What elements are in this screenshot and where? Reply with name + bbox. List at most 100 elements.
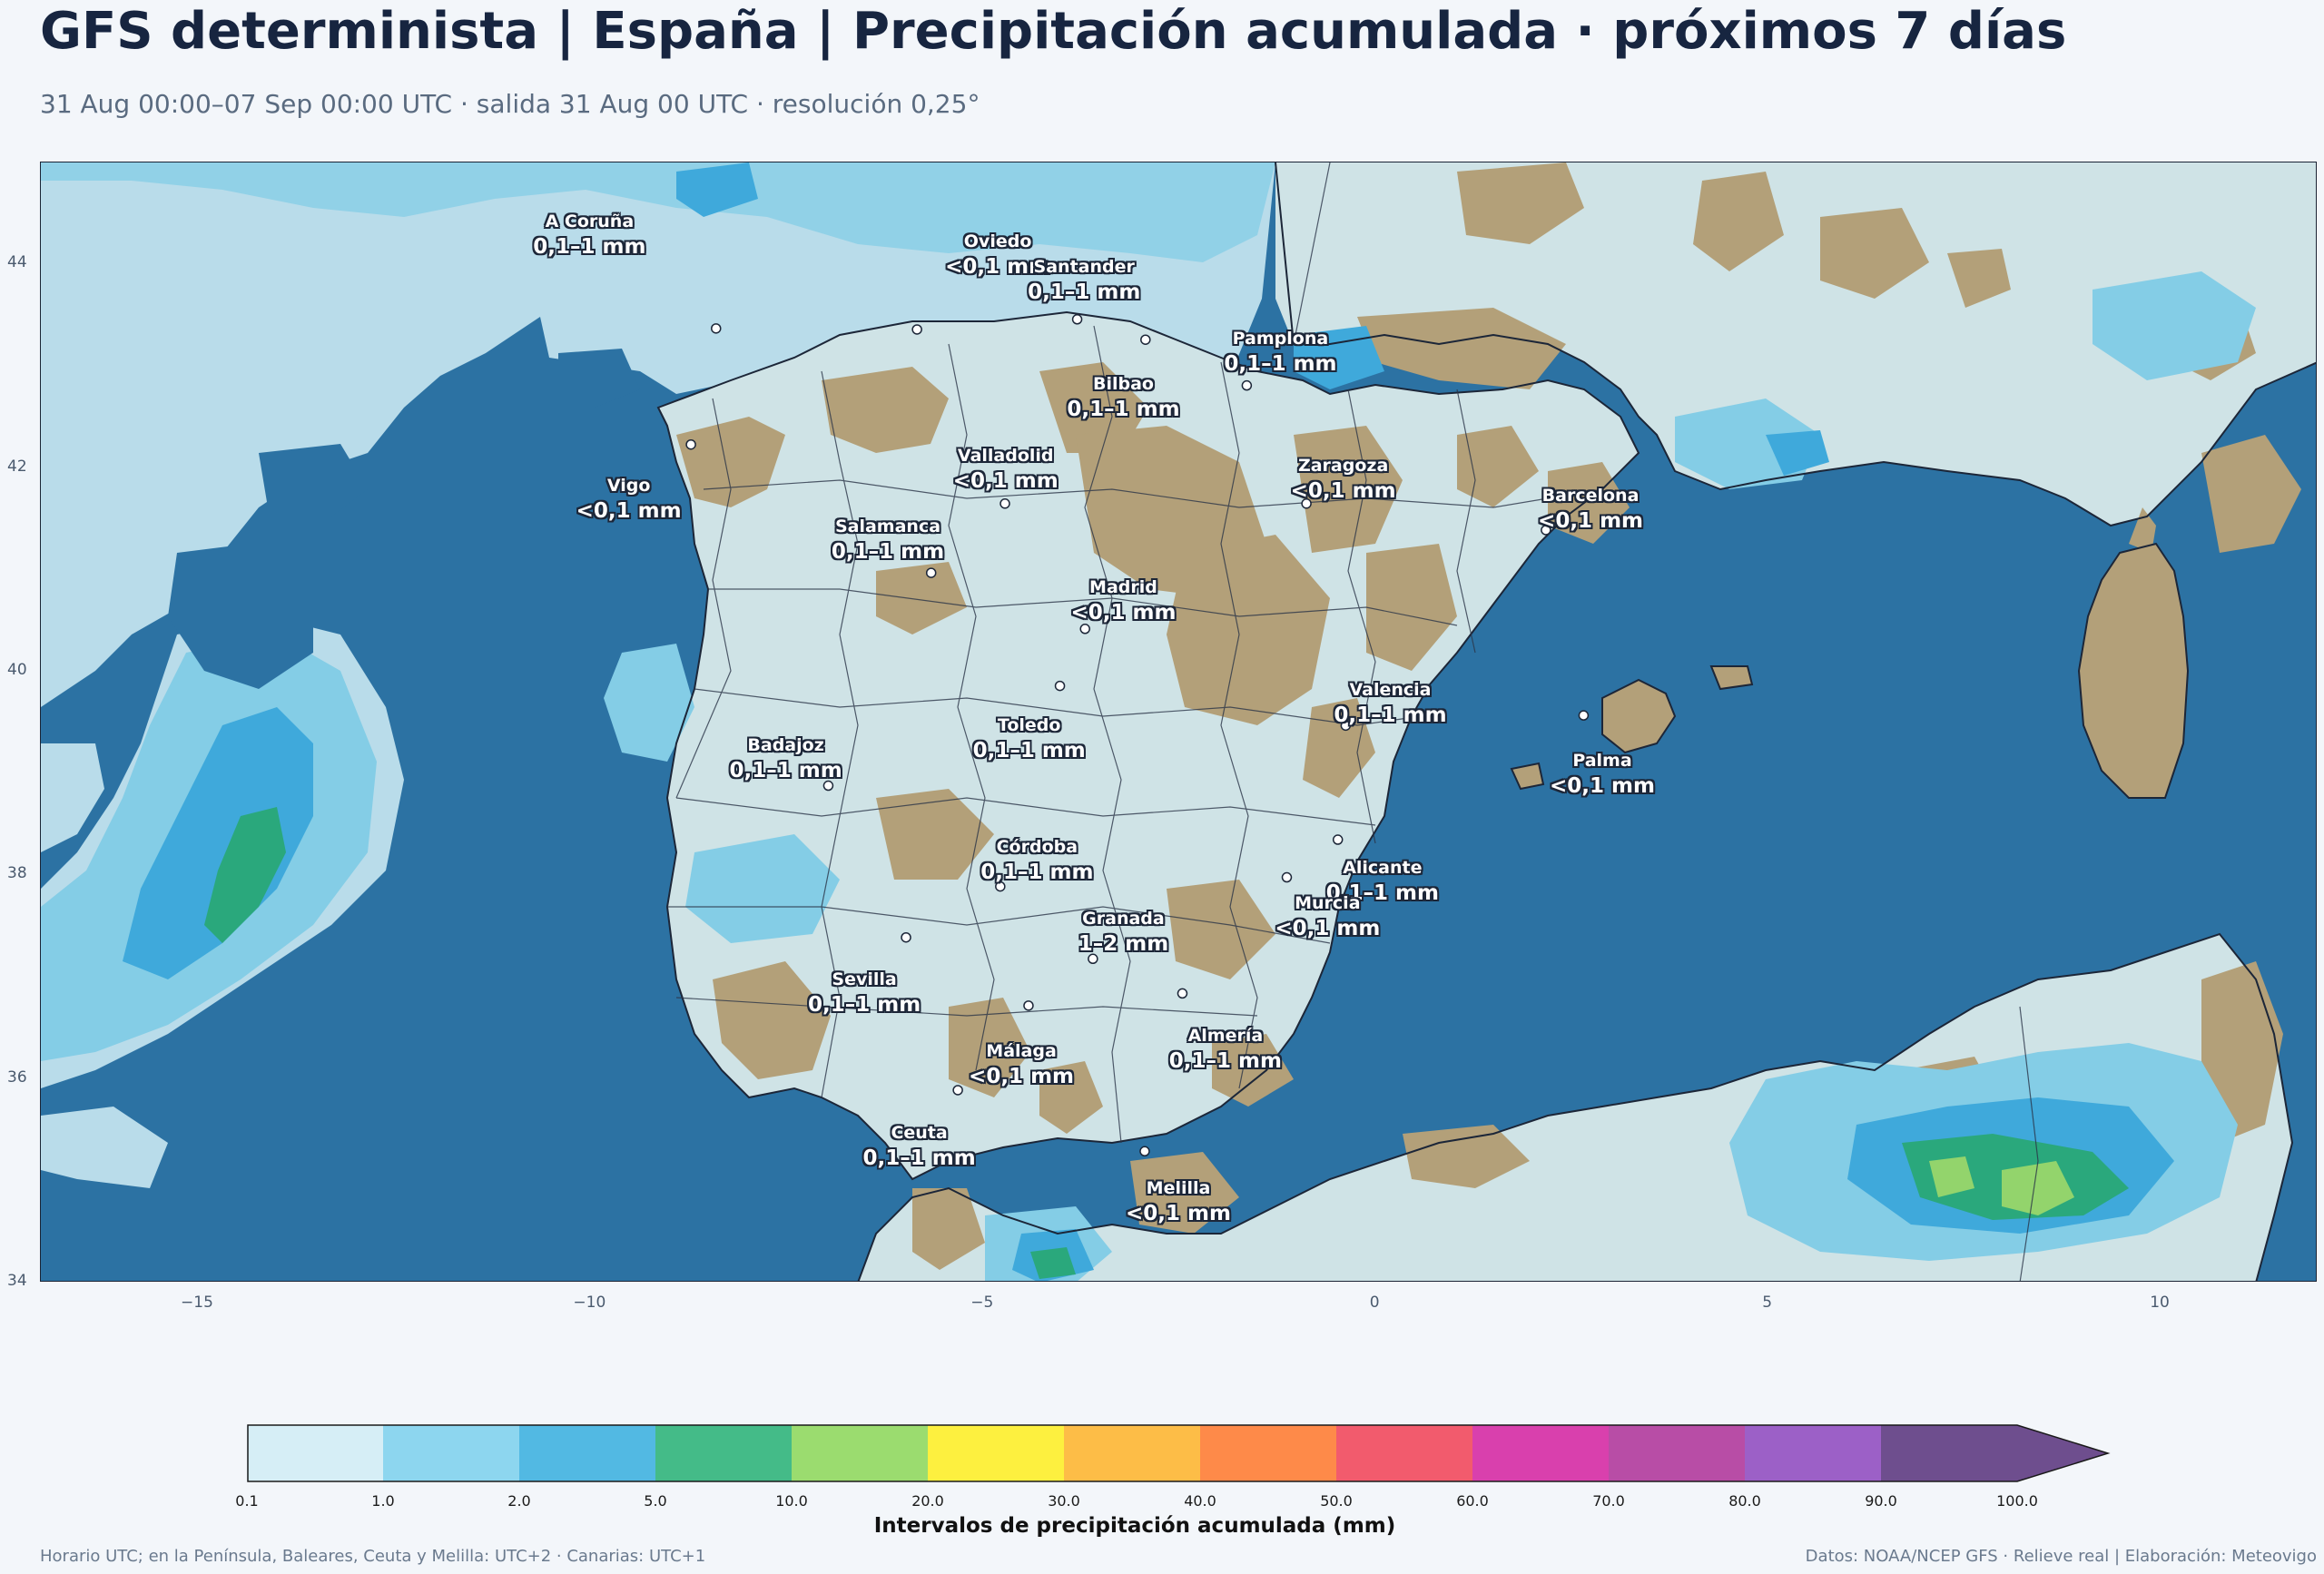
city-precip-value: 0,1–1 mm <box>831 540 945 565</box>
city-name-label: Toledo <box>997 714 1061 735</box>
city-marker[interactable] <box>995 880 1006 892</box>
legend-swatch <box>928 1425 1064 1481</box>
legend-swatch <box>792 1425 928 1481</box>
city-precip-value: 0,1–1 mm <box>1334 703 1447 727</box>
legend-tick-label: 20.0 <box>911 1492 944 1510</box>
city-marker[interactable] <box>911 324 922 335</box>
y-tick-label: 34 <box>7 1272 27 1290</box>
legend-label: Intervalos de precipitación acumulada (m… <box>873 1514 1396 1538</box>
city-precip-value: 0,1–1 mm <box>1067 398 1180 422</box>
iberia-land <box>658 312 1639 1179</box>
legend-swatch <box>1472 1425 1609 1481</box>
city-precip-value: 0,1–1 mm <box>1325 880 1439 905</box>
city-precip-value: <0,1 mm <box>945 254 1051 279</box>
city-marker[interactable] <box>901 931 911 943</box>
legend-swatch <box>1745 1425 1881 1481</box>
city-precip-value: <0,1 mm <box>969 1064 1075 1088</box>
footer-credits: Datos: NOAA/NCEP GFS · Relieve real | El… <box>1805 1547 2317 1566</box>
city-name-label: Córdoba <box>996 837 1078 858</box>
city-precip-value: 1–2 mm <box>1078 931 1169 956</box>
x-tick-label: 5 <box>1762 1294 1773 1312</box>
legend-tick-label: 70.0 <box>1592 1492 1625 1510</box>
city-name-label: Badajoz <box>747 735 824 756</box>
ibiza-land <box>1512 763 1543 789</box>
legend-colorbar <box>247 1424 2111 1482</box>
city-marker[interactable] <box>1139 1146 1150 1157</box>
city-name-label: Barcelona <box>1541 486 1640 507</box>
city-precip-value: 0,1–1 mm <box>862 1146 976 1170</box>
city-marker[interactable] <box>685 438 696 450</box>
city-marker[interactable] <box>1281 871 1293 883</box>
city-marker[interactable] <box>1541 525 1551 536</box>
x-tick-label: −15 <box>181 1294 213 1312</box>
city-name-label: Valencia <box>1349 679 1432 700</box>
x-tick-label: −5 <box>970 1294 994 1312</box>
city-marker[interactable] <box>952 1085 963 1096</box>
city-name-label: Melilla <box>1146 1178 1211 1199</box>
city-name-label: Ceuta <box>891 1122 948 1143</box>
city-precip-value: 0,1–1 mm <box>807 993 921 1018</box>
menorca-land <box>1711 666 1752 689</box>
page-title: GFS determinista | España | Precipitació… <box>40 2 2067 61</box>
city-marker[interactable] <box>1071 314 1083 325</box>
city-name-label: Murcia <box>1295 893 1361 914</box>
legend-outline <box>247 1424 2111 1482</box>
x-tick-label: −10 <box>573 1294 606 1312</box>
legend-tick-label: 1.0 <box>371 1492 395 1510</box>
x-tick-label: 0 <box>1369 1294 1380 1312</box>
city-name-label: Málaga <box>986 1040 1057 1061</box>
city-name-label: Valladolid <box>957 445 1054 466</box>
city-precip-value: 0,1–1 mm <box>533 234 646 259</box>
city-marker[interactable] <box>822 780 834 792</box>
y-tick-label: 42 <box>7 457 27 476</box>
city-marker[interactable] <box>1088 953 1098 965</box>
legend-swatch <box>1336 1425 1472 1481</box>
footer-timezone-note: Horario UTC; en la Península, Baleares, … <box>40 1547 706 1566</box>
legend-swatch <box>655 1425 792 1481</box>
city-precip-value: <0,1 mm <box>1538 509 1644 534</box>
city-marker[interactable] <box>1332 834 1344 845</box>
city-precip-value: 0,1–1 mm <box>1028 280 1141 304</box>
precipitation-map[interactable] <box>40 162 2317 1282</box>
legend-swatch <box>1064 1425 1200 1481</box>
city-marker[interactable] <box>1000 498 1010 509</box>
city-name-label: Alicante <box>1343 857 1423 878</box>
city-marker[interactable] <box>1054 680 1066 692</box>
sardinia-land <box>2079 544 2188 798</box>
sea-dry-patches <box>168 349 640 689</box>
city-precip-value: <0,1 mm <box>952 468 1059 493</box>
city-name-label: Santander <box>1033 257 1135 277</box>
city-precip-value: <0,1 mm <box>1126 1202 1231 1226</box>
coastlines <box>656 162 2316 1281</box>
legend-tick-label: 50.0 <box>1320 1492 1353 1510</box>
page-subtitle: 31 Aug 00:00–07 Sep 00:00 UTC · salida 3… <box>40 89 980 119</box>
x-tick-label: 10 <box>2150 1294 2170 1312</box>
legend-swatch <box>1609 1425 1745 1481</box>
city-marker[interactable] <box>711 323 722 334</box>
city-marker[interactable] <box>1340 720 1352 732</box>
city-name-label: Almería <box>1187 1025 1264 1046</box>
legend-tick-label: 60.0 <box>1456 1492 1489 1510</box>
legend-tick-label: 5.0 <box>644 1492 667 1510</box>
city-precip-value: <0,1 mm <box>1070 601 1177 625</box>
city-precip-value: 0,1–1 mm <box>972 738 1086 762</box>
france-land <box>1275 162 2316 526</box>
city-marker[interactable] <box>1079 624 1090 635</box>
city-marker[interactable] <box>1023 1000 1034 1011</box>
city-marker[interactable] <box>1241 379 1253 391</box>
city-marker[interactable] <box>1301 498 1312 509</box>
legend-tick-label: 2.0 <box>507 1492 531 1510</box>
legend-tick-label: 80.0 <box>1728 1492 1761 1510</box>
city-marker[interactable] <box>1578 710 1590 721</box>
city-precip-value: 0,1–1 mm <box>980 861 1094 885</box>
city-name-label: Vigo <box>606 476 651 497</box>
city-marker[interactable] <box>1140 334 1151 345</box>
admin-borders <box>667 162 2039 1281</box>
legend-swatch <box>383 1425 519 1481</box>
city-precip-value: <0,1 mm <box>1290 478 1396 503</box>
city-marker[interactable] <box>925 567 937 578</box>
y-tick-label: 38 <box>7 864 27 883</box>
legend-tick-label: 10.0 <box>775 1492 808 1510</box>
city-marker[interactable] <box>1177 988 1188 999</box>
mallorca-land <box>1602 680 1675 753</box>
